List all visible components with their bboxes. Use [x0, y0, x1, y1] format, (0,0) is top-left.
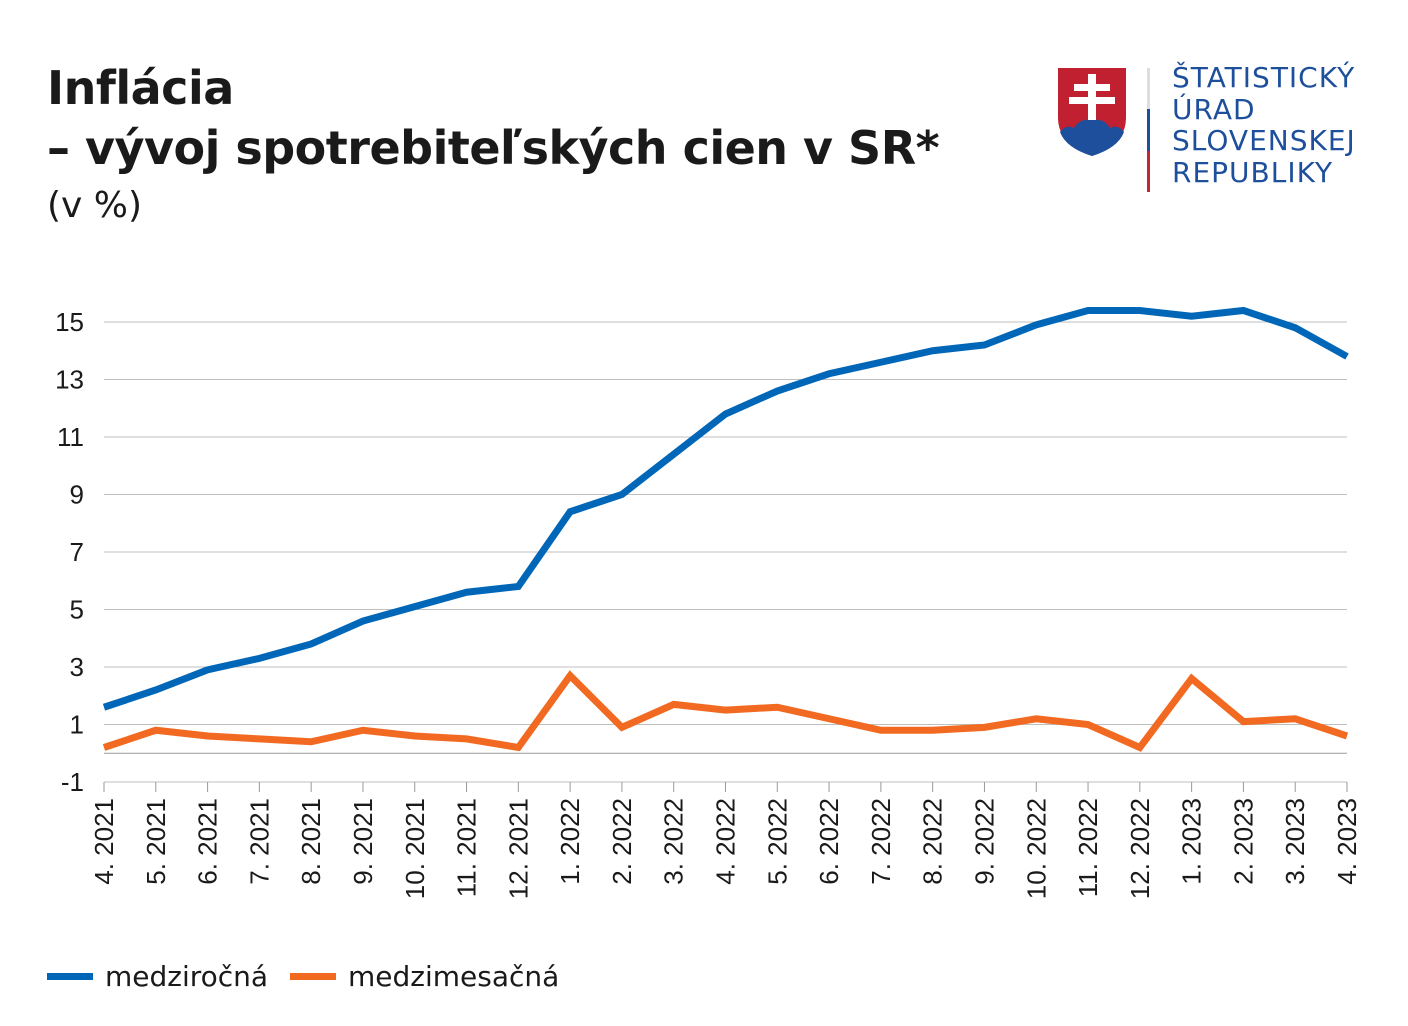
x-tick-label: 12. 2021	[503, 798, 533, 899]
x-tick-label: 8. 2022	[918, 798, 948, 885]
x-tick-label: 1. 2022	[555, 798, 585, 885]
x-tick-label: 3. 2022	[659, 798, 689, 885]
logo-line: ÚRAD	[1172, 92, 1256, 126]
y-tick-label: 11	[57, 422, 84, 452]
x-tick-label: 4. 2022	[711, 798, 741, 885]
x-tick-label: 7. 2021	[244, 798, 274, 885]
legend-swatch-blue	[47, 973, 93, 980]
logo-line: REPUBLIKY	[1172, 155, 1334, 189]
x-tick-label: 7. 2022	[866, 798, 896, 885]
y-tick-label: 3	[70, 652, 84, 682]
line-chart: 15 13 11 9 7 5 3 1 -14. 2021 5. 2021 6. 2021 7. 202…	[55, 306, 1362, 899]
x-tick-label: 12. 2022	[1125, 798, 1155, 899]
statistical-office-logo: ŠTATISTICKÝ ÚRAD SLOVENSKEJ REPUBLIKY	[1056, 62, 1366, 196]
logo-text: ŠTATISTICKÝ ÚRAD SLOVENSKEJ REPUBLIKY	[1172, 62, 1356, 188]
logo-line: SLOVENSKEJ	[1172, 124, 1356, 157]
y-tick-label: 7	[70, 537, 84, 567]
x-tick-label: 10. 2022	[1021, 798, 1051, 899]
x-tick-label: 11. 2021	[452, 798, 482, 897]
x-tick-label: 9. 2021	[348, 798, 378, 885]
x-tick-label: 2. 2023	[1228, 798, 1258, 885]
legend-item-medzirocna: medziročná	[47, 960, 268, 993]
y-tick-label: 1	[70, 710, 84, 740]
series-line-medzimesacna	[102, 670, 1349, 752]
x-tick-label: 2. 2022	[607, 798, 637, 885]
y-tick-label: 5	[70, 595, 84, 625]
x-tick-label: 1. 2023	[1177, 798, 1207, 885]
chart-title: Inflácia – vývoj spotrebiteľských cien v…	[47, 58, 940, 178]
x-tick-label: 8. 2021	[296, 798, 326, 885]
x-tick-label: 6. 2022	[814, 798, 844, 885]
legend-label: medzimesačná	[348, 960, 560, 993]
y-tick-label: 9	[70, 480, 84, 510]
legend-label: medziročná	[105, 960, 269, 993]
x-tick-label: 5. 2021	[141, 798, 171, 885]
x-tick-label: 4. 2021	[89, 798, 119, 885]
title-line-2: – vývoj spotrebiteľských cien v SR*	[47, 121, 940, 175]
title-line-1: Inflácia	[47, 61, 234, 115]
y-tick-label: 13	[55, 365, 84, 395]
x-tick-label: 4. 2023	[1332, 798, 1362, 885]
x-tick-label: 11. 2022	[1073, 798, 1103, 897]
legend-item-medzimesacna: medzimesačná	[290, 960, 559, 993]
legend-swatch-orange	[290, 973, 336, 980]
y-tick-label: -1	[61, 767, 84, 797]
x-tick-label: 6. 2021	[193, 798, 223, 885]
x-tick-label: 9. 2022	[969, 798, 999, 885]
x-tick-label: 10. 2021	[400, 798, 430, 899]
x-tick-label: 5. 2022	[762, 798, 792, 885]
unit-label: (v %)	[47, 185, 143, 226]
logo-divider	[1147, 68, 1150, 192]
logo-line: ŠTATISTICKÝ	[1172, 61, 1356, 94]
x-tick-label: 3. 2023	[1280, 798, 1310, 885]
coat-of-arms-icon	[1058, 68, 1126, 156]
y-tick-label: 15	[55, 307, 84, 337]
series-line-medzirocna	[102, 306, 1349, 711]
